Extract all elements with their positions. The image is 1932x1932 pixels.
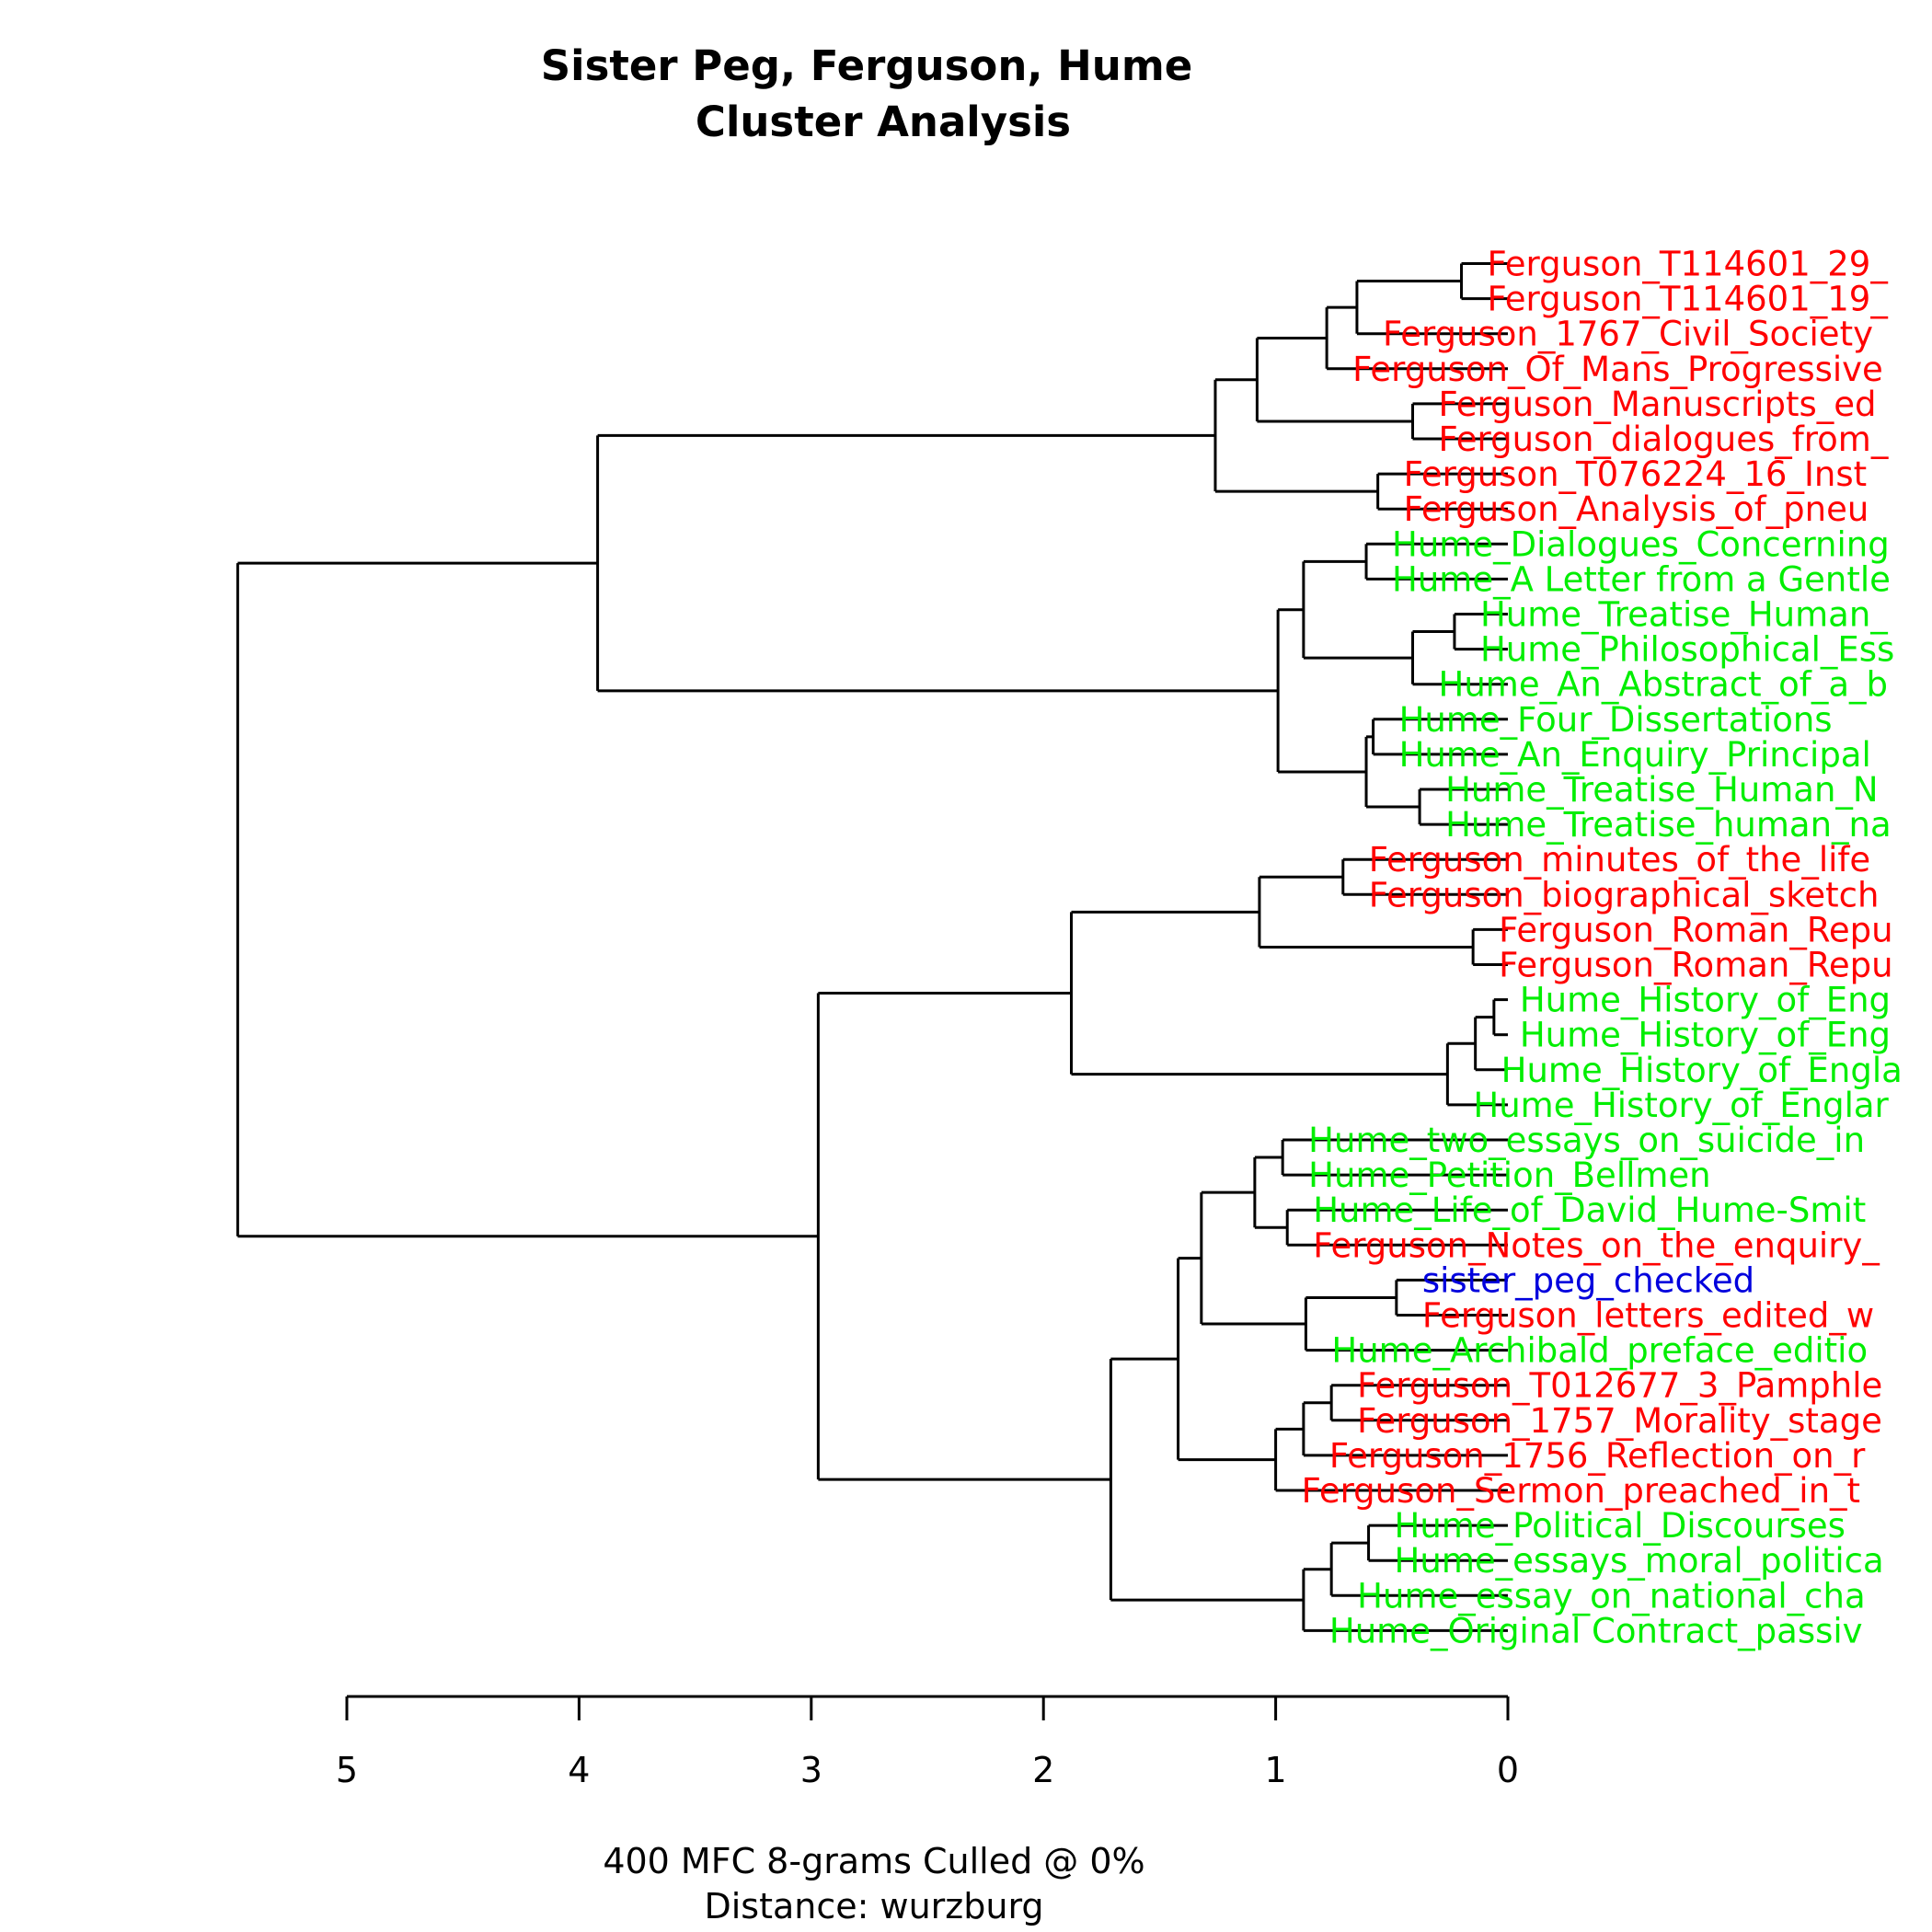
leaf-label: Ferguson_T114601_29_ xyxy=(1488,245,1889,284)
leaf-label: Ferguson_dialogues_from_ xyxy=(1439,420,1889,459)
x-axis: 5 4 3 2 1 0 xyxy=(336,1695,1519,1790)
leaf-label: Hume_An_Enquiry_Principal xyxy=(1399,735,1871,775)
x-axis-tick-label: 0 xyxy=(1497,1750,1519,1790)
leaf-label: Hume_Philosophical_Ess xyxy=(1480,630,1894,670)
leaf-labels: Ferguson_T114601_29_Ferguson_T114601_19_… xyxy=(1302,245,1903,1651)
x-axis-tick-label: 2 xyxy=(1032,1750,1054,1790)
leaf-label: Hume_Four_Dissertations xyxy=(1399,700,1833,740)
leaf-label: Ferguson_1757_Morality_stage xyxy=(1357,1401,1882,1441)
chart-title-line-1: Sister Peg, Ferguson, Hume xyxy=(541,41,1192,90)
leaf-label: Ferguson_Roman_Repu xyxy=(1499,946,1892,985)
leaf-label: Ferguson_1767_Civil_Society xyxy=(1383,315,1873,354)
leaf-label: sister_peg_checked xyxy=(1422,1260,1754,1300)
leaf-label: Ferguson_T114601_19_ xyxy=(1488,280,1889,319)
leaf-label: Ferguson_Roman_Repu xyxy=(1499,910,1892,949)
leaf-label: Ferguson_biographical_sketch xyxy=(1369,875,1880,914)
leaf-label: Hume_Petition_Bellmen xyxy=(1308,1156,1710,1195)
x-axis-tick-label: 5 xyxy=(336,1750,358,1790)
leaf-label: Hume_History_of_Engla xyxy=(1501,1051,1903,1090)
x-axis-tick-label: 3 xyxy=(800,1750,822,1790)
leaf-label: Hume_History_of_Eng xyxy=(1520,1016,1891,1055)
x-axis-label-line-1: 400 MFC 8-grams Culled @ 0% xyxy=(603,1841,1144,1881)
leaf-label: Ferguson_letters_edited_w xyxy=(1422,1296,1874,1336)
leaf-label: Ferguson_T076224_16_Inst xyxy=(1404,454,1867,494)
x-axis-tick-label: 1 xyxy=(1265,1750,1287,1790)
chart-title-line-2: Cluster Analysis xyxy=(696,98,1071,146)
leaf-label: Ferguson_T012677_3_Pamphle xyxy=(1357,1366,1882,1406)
leaf-label: Hume_Treatise_Human_ xyxy=(1480,595,1888,635)
leaf-label: Hume_two_essays_on_suicide_in xyxy=(1308,1121,1865,1160)
leaf-label: Ferguson_1756_Reflection_on_r xyxy=(1329,1436,1866,1476)
leaf-label: Hume_Original Contract_passiv xyxy=(1329,1611,1863,1650)
leaf-label: Hume_An_Abstract_of_a_b xyxy=(1439,665,1888,705)
x-axis-label-line-2: Distance: wurzburg xyxy=(704,1886,1043,1926)
x-axis-tick-label: 4 xyxy=(568,1750,590,1790)
leaf-label: Hume_A Letter from a Gentle xyxy=(1392,559,1891,599)
leaf-label: Ferguson_minutes_of_the_life xyxy=(1369,840,1870,880)
leaf-label: Hume_essays_moral_politica xyxy=(1395,1541,1884,1581)
leaf-label: Hume_Life_of_David_Hume-Smit xyxy=(1313,1190,1866,1230)
leaf-label: Hume_History_of_Englar xyxy=(1473,1086,1889,1125)
leaf-label: Ferguson_Sermon_preached_in_t xyxy=(1302,1471,1860,1511)
leaf-label: Ferguson_Of_Mans_Progressive xyxy=(1352,350,1883,389)
leaf-label: Ferguson_Manuscripts_ed xyxy=(1439,385,1877,424)
leaf-label: Hume_Dialogues_Concerning xyxy=(1392,524,1890,564)
leaf-label: Hume_Treatise_human_na xyxy=(1445,805,1892,845)
leaf-label: Hume_Archibald_preface_editio xyxy=(1331,1331,1868,1371)
leaf-label: Hume_essay_on_national_cha xyxy=(1357,1576,1865,1616)
dendrogram-branches xyxy=(236,262,1508,1632)
leaf-label: Ferguson_Notes_on_the_enquiry_ xyxy=(1313,1225,1880,1265)
leaf-label: Hume_Political_Discourses xyxy=(1395,1506,1846,1546)
leaf-label: Hume_History_of_Eng xyxy=(1520,981,1891,1020)
leaf-label: Ferguson_Analysis_of_pneu xyxy=(1404,489,1869,529)
leaf-label: Hume_Treatise_Human_N xyxy=(1445,770,1879,810)
